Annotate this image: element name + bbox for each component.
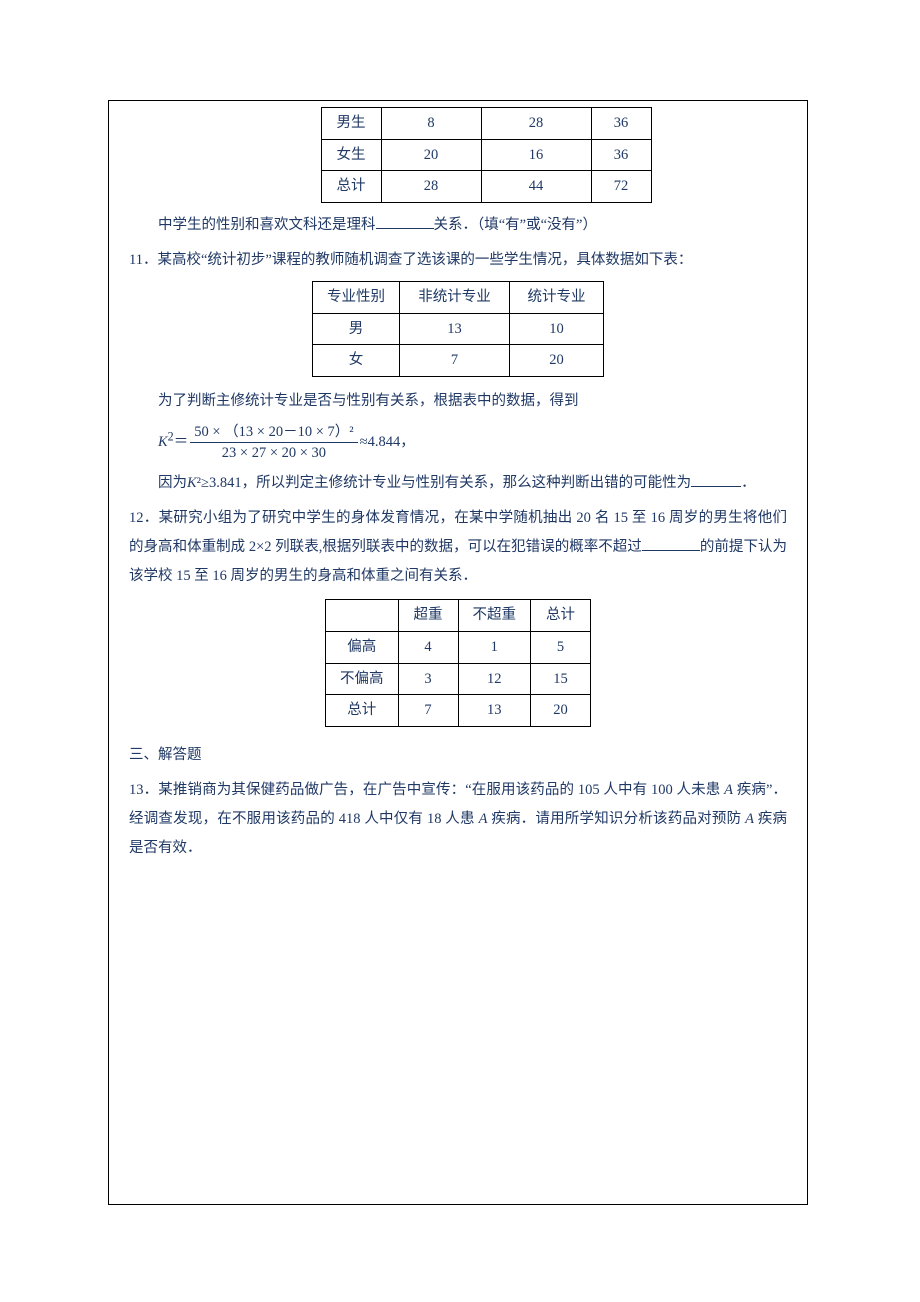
cell: 10 <box>510 313 604 345</box>
blank-header <box>326 600 399 632</box>
text: 关系．（填“有”或“没有”） <box>434 217 598 233</box>
var-a: A <box>745 811 754 827</box>
col-header: 不超重 <box>458 600 531 632</box>
fill-blank <box>642 537 700 552</box>
cell: 36 <box>591 108 651 140</box>
fill-blank <box>376 214 434 229</box>
cell: 20 <box>381 139 481 171</box>
fill-blank <box>691 473 741 488</box>
table-height-weight-wrap: 超重 不超重 总计 偏高 4 1 5 不偏高 3 12 15 <box>129 599 787 727</box>
cell: 1 <box>458 632 531 664</box>
cell: 5 <box>531 632 591 664</box>
col-header: 超重 <box>398 600 458 632</box>
row-header: 总计 <box>326 695 399 727</box>
cell: 15 <box>531 663 591 695</box>
q13-text: 13．某推销商为其保健药品做广告，在广告中宣传：“在服用该药品的 105 人中有… <box>129 776 787 863</box>
var-a: A <box>724 782 733 798</box>
col-header: 专业性别 <box>313 281 400 313</box>
row-header: 女生 <box>321 139 381 171</box>
table-row: 女生 20 16 36 <box>321 139 651 171</box>
cell: 44 <box>481 171 591 203</box>
table-height-weight: 超重 不超重 总计 偏高 4 1 5 不偏高 3 12 15 <box>325 599 591 727</box>
row-header: 女 <box>313 345 400 377</box>
section-heading: 三、解答题 <box>129 741 787 770</box>
cell: 3 <box>398 663 458 695</box>
row-header: 不偏高 <box>326 663 399 695</box>
cell: 13 <box>400 313 510 345</box>
q11-para2: 为了判断主修统计专业是否与性别有关系，根据表中的数据，得到 <box>129 387 787 416</box>
text: ²≥3.841，所以判定主修统计专业与性别有关系，那么这种判断出错的可能性为 <box>197 475 691 491</box>
page-frame: 男生 8 28 36 女生 20 16 36 总计 28 44 <box>108 100 808 1205</box>
cell: 4 <box>398 632 458 664</box>
var-k: K <box>158 434 168 450</box>
cell: 7 <box>400 345 510 377</box>
table-gender-subject-wrap: 男生 8 28 36 女生 20 16 36 总计 28 44 <box>185 107 787 203</box>
table-major-gender: 专业性别 非统计专业 统计专业 男 13 10 女 7 20 <box>312 281 604 377</box>
approx-value: ≈4.844， <box>360 434 415 450</box>
table-row: 总计 7 13 20 <box>326 695 591 727</box>
table-row: 偏高 4 1 5 <box>326 632 591 664</box>
eq: ＝ <box>174 434 189 450</box>
table-row: 总计 28 44 72 <box>321 171 651 203</box>
fraction: 50 × （13 × 20－10 × 7）²23 × 27 × 20 × 30 <box>190 422 357 464</box>
table-row: 专业性别 非统计专业 统计专业 <box>313 281 604 313</box>
cell: 20 <box>531 695 591 727</box>
cell: 72 <box>591 171 651 203</box>
page: 男生 8 28 36 女生 20 16 36 总计 28 44 <box>0 0 920 1302</box>
text: 疾病．请用所学知识分析该药品对预防 <box>487 811 745 827</box>
table-row: 男 13 10 <box>313 313 604 345</box>
cell: 20 <box>510 345 604 377</box>
table-row: 男生 8 28 36 <box>321 108 651 140</box>
text: 中学生的性别和喜欢文科还是理科 <box>158 217 376 233</box>
row-header: 偏高 <box>326 632 399 664</box>
cell: 7 <box>398 695 458 727</box>
col-header: 总计 <box>531 600 591 632</box>
cell: 12 <box>458 663 531 695</box>
row-header: 总计 <box>321 171 381 203</box>
denominator: 23 × 27 × 20 × 30 <box>190 443 357 463</box>
table-gender-subject: 男生 8 28 36 女生 20 16 36 总计 28 44 <box>321 107 652 203</box>
text: 因为 <box>158 475 187 491</box>
q11-formula: K2＝50 × （13 × 20－10 × 7）²23 × 27 × 20 × … <box>158 422 787 464</box>
table-row: 不偏高 3 12 15 <box>326 663 591 695</box>
content-area: 男生 8 28 36 女生 20 16 36 总计 28 44 <box>109 107 807 863</box>
col-header: 非统计专业 <box>400 281 510 313</box>
cell: 13 <box>458 695 531 727</box>
q11-intro: 11．某高校“统计初步”课程的教师随机调查了选该课的一些学生情况，具体数据如下表… <box>129 246 787 275</box>
var-k: K <box>187 475 197 491</box>
row-header: 男生 <box>321 108 381 140</box>
text: ． <box>741 475 756 491</box>
numerator: 50 × （13 × 20－10 × 7）² <box>190 422 357 443</box>
row-header: 男 <box>313 313 400 345</box>
cell: 28 <box>481 108 591 140</box>
cell: 16 <box>481 139 591 171</box>
q10-tail: 中学生的性别和喜欢文科还是理科 关系．（填“有”或“没有”） <box>129 211 787 240</box>
cell: 36 <box>591 139 651 171</box>
q12-intro: 12．某研究小组为了研究中学生的身体发育情况，在某中学随机抽出 20 名 15 … <box>129 504 787 591</box>
cell: 28 <box>381 171 481 203</box>
q11-para3: 因为K²≥3.841，所以判定主修统计专业与性别有关系，那么这种判断出错的可能性… <box>129 469 787 498</box>
table-major-gender-wrap: 专业性别 非统计专业 统计专业 男 13 10 女 7 20 <box>129 281 787 377</box>
cell: 8 <box>381 108 481 140</box>
text: 13．某推销商为其保健药品做广告，在广告中宣传：“在服用该药品的 105 人中有… <box>129 782 724 798</box>
col-header: 统计专业 <box>510 281 604 313</box>
table-row: 女 7 20 <box>313 345 604 377</box>
table-row: 超重 不超重 总计 <box>326 600 591 632</box>
